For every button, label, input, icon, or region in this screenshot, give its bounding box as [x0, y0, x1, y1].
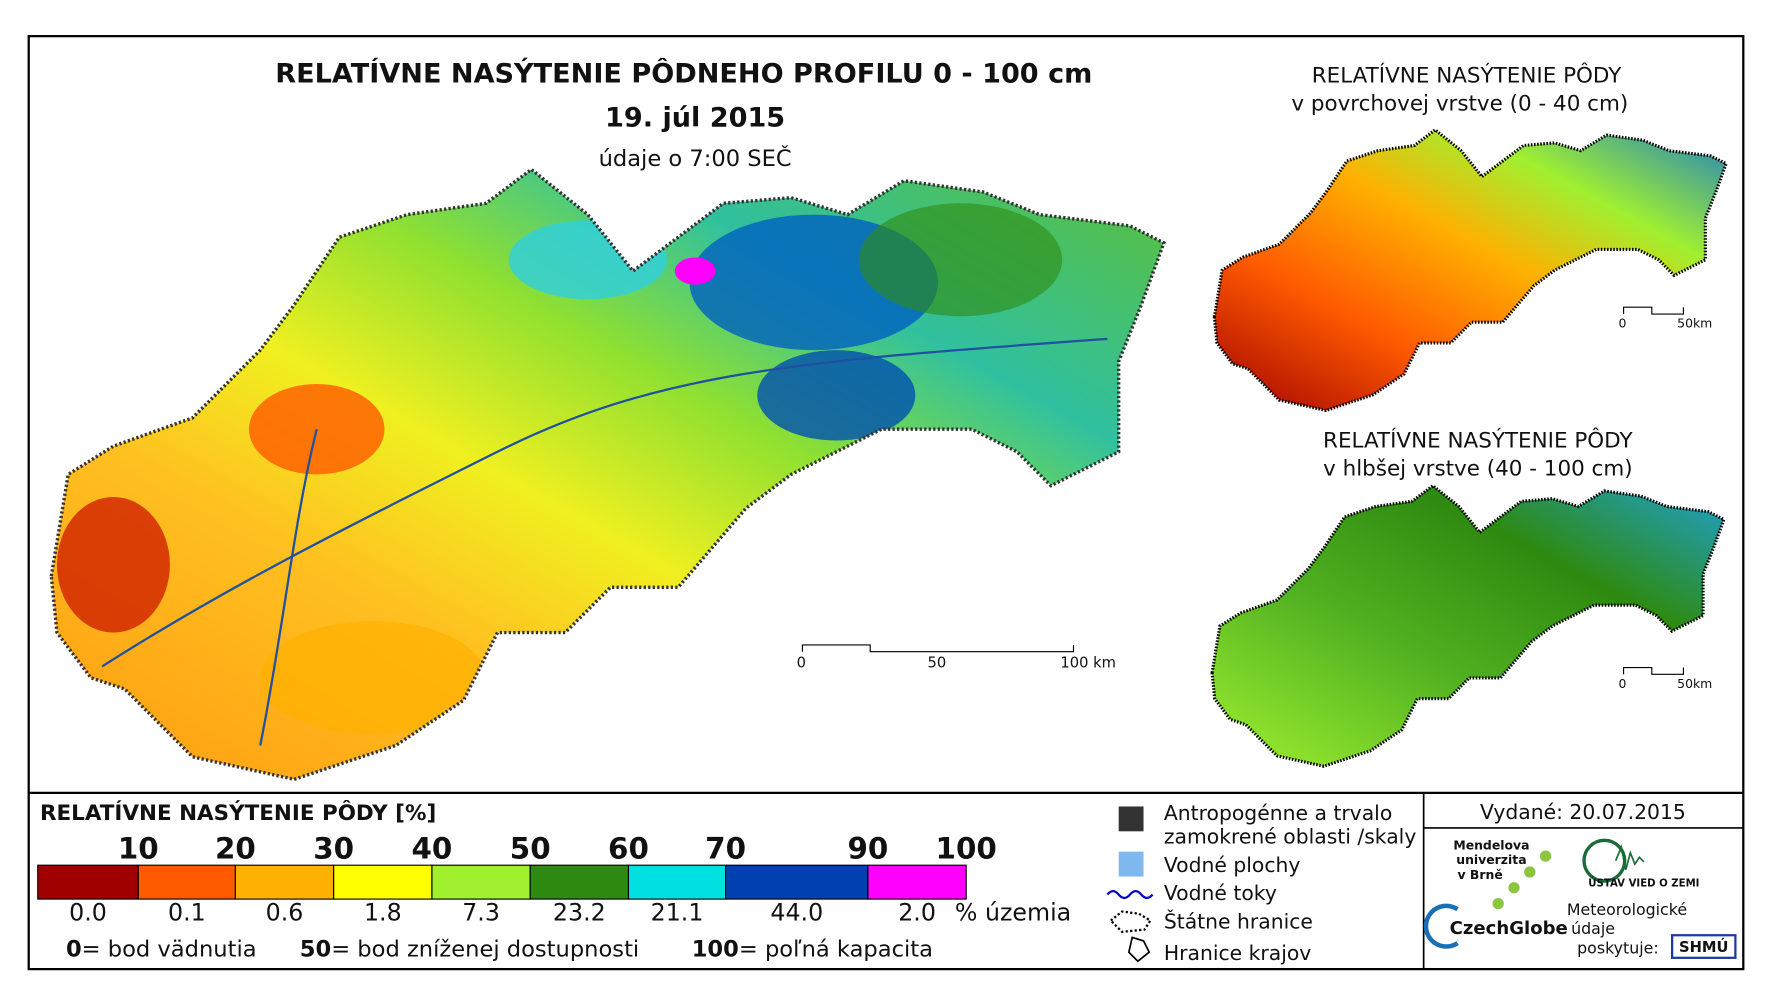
inset-title: v hlbšej vrstve (40 - 100 cm) [1323, 457, 1633, 482]
bound-label: 70 [705, 831, 746, 865]
share-label: 44.0 [770, 899, 823, 927]
legend-swatch [627, 864, 727, 900]
date: 19. júl 2015 [605, 103, 785, 134]
legend-swatch [431, 864, 531, 900]
symbol-label: Vodné plochy [1164, 853, 1301, 877]
logo-text: poskytuje: [1577, 938, 1659, 957]
inset-title: RELATÍVNE NASÝTENIE PÔDY [1323, 427, 1633, 453]
title: RELATÍVNE NASÝTENIE PÔDNEHO PROFILU 0 - … [275, 57, 1092, 89]
symbol-label: Antropogénne a trvalo [1164, 801, 1392, 825]
share-label: 21.1 [651, 899, 704, 927]
share-label: 23.2 [553, 899, 606, 927]
scale-label: 100 km [1060, 655, 1115, 672]
logo-text: Mendelova [1453, 837, 1529, 852]
bound-label: 40 [412, 831, 453, 865]
logo-text: ÚSTAV VIED O ZEMI [1588, 877, 1699, 890]
bound-label: 100 [936, 831, 997, 865]
credits: Vydané: 20.07.2015 Mendelova univerzita … [1423, 800, 1737, 959]
symbol-label: Hranice krajov [1164, 941, 1311, 965]
bound-label: 90 [847, 831, 888, 865]
bound-label: 60 [608, 831, 649, 865]
bound-label: 30 [313, 831, 354, 865]
share-label: 1.8 [364, 899, 402, 927]
symbol-urban [1118, 806, 1144, 832]
legend-note: 0= bod vädnutia [66, 937, 257, 963]
scale-label: 50km [1677, 676, 1712, 691]
legend-swatch [137, 864, 236, 900]
legend-note: 100= poľná kapacita [692, 937, 933, 963]
inset-title: RELATÍVNE NASÝTENIE PÔDY [1312, 62, 1622, 88]
symbol-region [1127, 936, 1151, 963]
inset-top: RELATÍVNE NASÝTENIE PÔDY v povrchovej vr… [1212, 62, 1728, 413]
main-map [49, 167, 1166, 782]
symbol-water [1118, 851, 1144, 877]
legend-swatch [37, 864, 139, 900]
legend-title: RELATÍVNE NASÝTENIE PÔDY [%] [40, 800, 436, 826]
logo-text: Meteorologické [1567, 900, 1687, 919]
logo-text: v Brně [1458, 867, 1503, 882]
legend-swatch [725, 864, 869, 900]
legend-swatch [333, 864, 433, 900]
logo-text: SHMÚ [1679, 938, 1728, 956]
share-label: 0.1 [168, 899, 206, 927]
symbol-river [1106, 890, 1154, 900]
share-label: 2.0 [898, 899, 936, 927]
share-label: 0.0 [69, 899, 107, 927]
bound-label: 50 [510, 831, 551, 865]
logo-text: údaje [1571, 919, 1615, 938]
logo-text: univerzita [1456, 852, 1526, 867]
scale-bar: 0 50 100 km [797, 644, 1116, 672]
inset-bottom: RELATÍVNE NASÝTENIE PÔDY v hlbšej vrstve… [1210, 427, 1726, 768]
legend-swatch [529, 864, 630, 900]
time: údaje o 7:00 SEČ [599, 144, 792, 172]
scale-label: 50 [927, 655, 946, 672]
logo-text: CzechGlobe [1450, 918, 1568, 939]
inset-title: v povrchovej vrstve (0 - 40 cm) [1291, 92, 1628, 117]
bound-label: 20 [215, 831, 256, 865]
symbols: Antropogénne a trvalo zamokrené oblasti … [1106, 801, 1417, 965]
scale-label: 0 [1618, 316, 1626, 331]
bound-label: 10 [118, 831, 159, 865]
symbol-border [1109, 910, 1152, 934]
symbol-label: Vodné toky [1164, 881, 1277, 905]
frame [27, 35, 1745, 971]
scale-label: 50km [1677, 316, 1712, 331]
issued: Vydané: 20.07.2015 [1480, 800, 1686, 824]
legend: RELATÍVNE NASÝTENIE PÔDY [%] % územia 0=… [37, 800, 1071, 963]
symbol-label: zamokrené oblasti /skaly [1164, 825, 1417, 849]
share-unit: % územia [955, 899, 1071, 927]
legend-swatch [867, 864, 967, 900]
share-label: 0.6 [266, 899, 304, 927]
share-label: 7.3 [462, 899, 500, 927]
scale-label: 0 [1618, 676, 1626, 691]
symbol-label: Štátne hranice [1164, 908, 1313, 933]
scale-label: 0 [797, 655, 806, 672]
legend-note: 50= bod zníženej dostupnosti [300, 937, 639, 963]
legend-swatch [234, 864, 335, 900]
